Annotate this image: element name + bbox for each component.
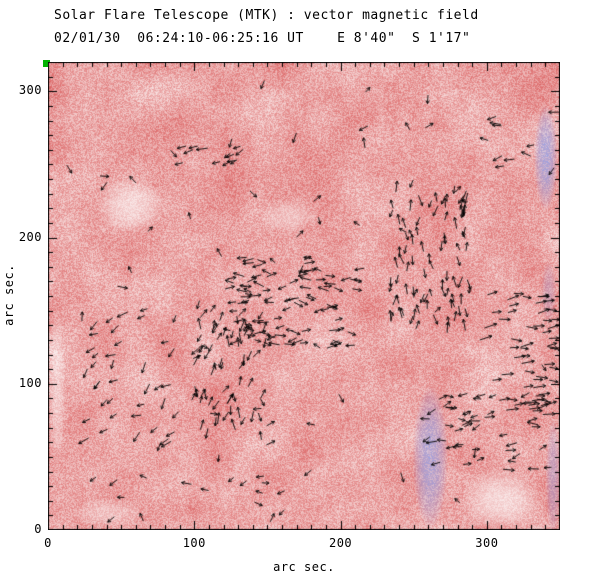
y-tick-label: 200 [18,229,42,244]
y-tick-label: 300 [18,83,42,98]
x-tick-label: 100 [182,536,206,550]
x-tick-label: 300 [475,536,499,550]
y-tick-label: 0 [34,522,42,536]
magnetogram-canvas [48,62,560,530]
x-tick-label: 200 [328,536,353,550]
y-axis-title: arc sec. [2,264,16,326]
x-tick-label: 0 [44,536,52,550]
green-square-marker [43,60,50,67]
plot-subtitle: 02/01/30 06:24:10-06:25:16 UT E 8'40" S … [54,31,471,46]
y-tick-label: 100 [18,375,42,390]
plot-title: Solar Flare Telescope (MTK) : vector mag… [54,8,479,23]
x-axis-title: arc sec. [273,560,335,574]
